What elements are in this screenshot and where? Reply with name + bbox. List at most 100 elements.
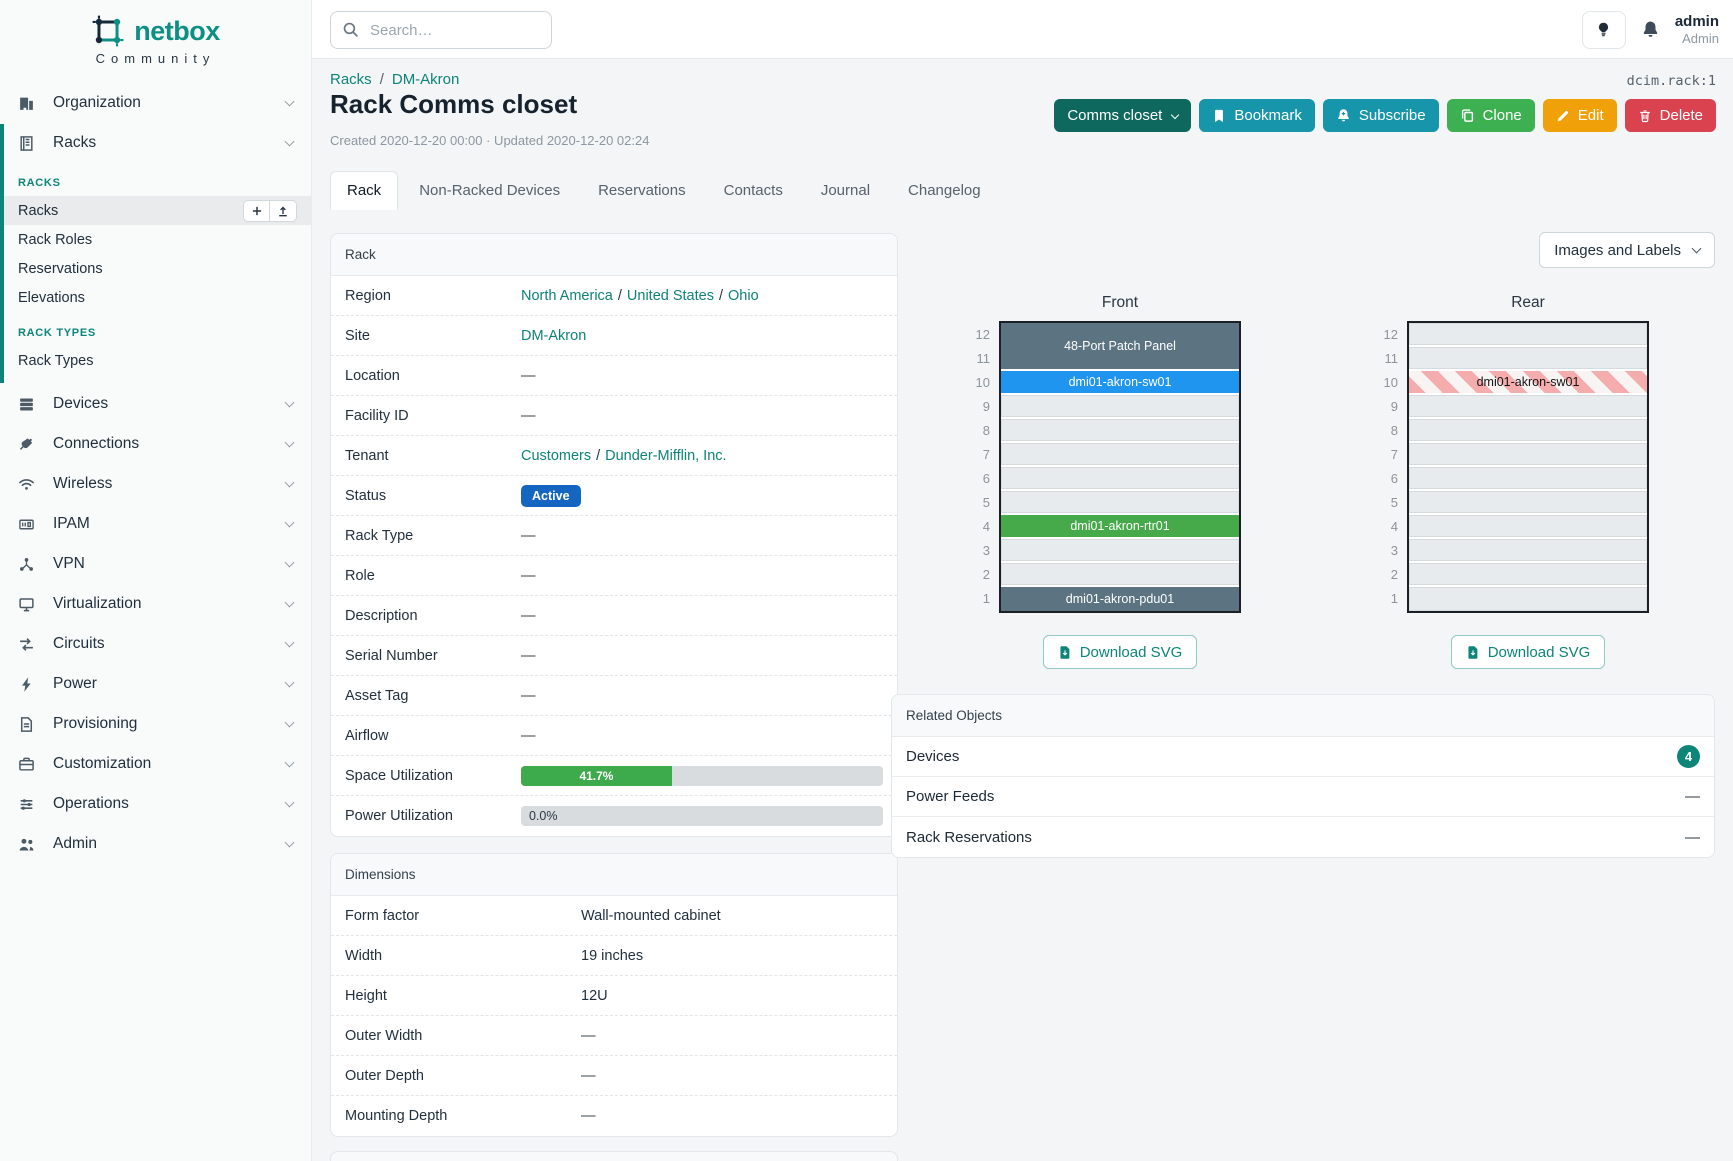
sidebar-subitem-rack-types[interactable]: Rack Types xyxy=(4,346,311,375)
rack-unit-empty[interactable] xyxy=(1409,443,1647,467)
rack-unit-empty[interactable] xyxy=(1001,491,1239,515)
link-customers[interactable]: Customers xyxy=(521,447,592,464)
sidebar-item-admin[interactable]: Admin xyxy=(0,825,311,863)
sidebar-item-operations[interactable]: Operations xyxy=(0,785,311,823)
plus-icon xyxy=(251,205,263,217)
link-united-states[interactable]: United States xyxy=(626,287,714,304)
field-text: — xyxy=(581,1027,596,1044)
notifications-button[interactable] xyxy=(1641,20,1660,39)
user-menu[interactable]: admin Admin xyxy=(1675,13,1719,47)
tab-rack[interactable]: Rack xyxy=(330,171,399,210)
tab-reservations[interactable]: Reservations xyxy=(598,182,686,199)
field-row-form-factor: Form factor Wall-mounted cabinet xyxy=(331,896,897,936)
rack-frame-rear: dmi01-akron-sw01 xyxy=(1407,321,1649,613)
rack-unit-empty[interactable] xyxy=(1001,563,1239,587)
subscribe-button[interactable]: Subscribe xyxy=(1322,99,1439,132)
chevron-down-icon xyxy=(284,637,295,647)
clone-button[interactable]: Clone xyxy=(1446,99,1535,132)
rack-unit-empty[interactable] xyxy=(1409,515,1647,539)
upload-button[interactable] xyxy=(270,199,297,222)
sidebar-subitem-elevations[interactable]: Elevations xyxy=(4,283,311,312)
rack-device-48-port-patch-panel[interactable]: 48-Port Patch Panel xyxy=(1001,323,1239,371)
unit-number: 6 xyxy=(1390,471,1398,486)
rack-unit-empty[interactable] xyxy=(1409,563,1647,587)
rack-unit-empty[interactable] xyxy=(1001,539,1239,563)
brand-logo[interactable]: netbox Community xyxy=(0,0,311,84)
tab-changelog[interactable]: Changelog xyxy=(908,182,981,199)
status-dropdown-button[interactable]: Comms closet xyxy=(1054,99,1192,132)
sidebar-subitem-rack-roles[interactable]: Rack Roles xyxy=(4,225,311,254)
rack-unit-empty[interactable] xyxy=(1409,491,1647,515)
tab-non-racked-devices[interactable]: Non-Racked Devices xyxy=(419,182,561,199)
download-svg-button[interactable]: Download SVG xyxy=(1042,635,1198,669)
rack-unit-empty[interactable] xyxy=(1409,467,1647,491)
sidebar-item-wireless[interactable]: Wireless xyxy=(0,465,311,503)
bookmark-button[interactable]: Bookmark xyxy=(1199,99,1315,132)
sidebar-item-vpn[interactable]: VPN xyxy=(0,545,311,583)
breadcrumb-link-dm-akron[interactable]: DM-Akron xyxy=(391,71,460,88)
rack-unit-empty[interactable] xyxy=(1001,395,1239,419)
link-dunder-mifflin-inc[interactable]: Dunder-Mifflin, Inc. xyxy=(605,447,727,464)
upload-icon xyxy=(277,205,289,217)
download-svg-button[interactable]: Download SVG xyxy=(1450,635,1606,669)
subitem-actions xyxy=(243,199,297,222)
sidebar-subitem-racks[interactable]: Racks xyxy=(4,196,311,225)
trash-icon xyxy=(1638,109,1652,123)
sidebar-item-connections[interactable]: Connections xyxy=(0,425,311,463)
rack-unit-empty[interactable] xyxy=(1409,323,1647,347)
breadcrumb-link-racks[interactable]: Racks xyxy=(330,71,372,88)
bookmark-icon xyxy=(1212,109,1226,123)
tab-contacts[interactable]: Contacts xyxy=(723,182,783,199)
rack-unit-empty[interactable] xyxy=(1409,419,1647,443)
provisioning-icon xyxy=(18,716,40,733)
field-row-width: Width 19 inches xyxy=(331,936,897,976)
sidebar-item-devices[interactable]: Devices xyxy=(0,385,311,423)
sidebar-item-virtualization[interactable]: Virtualization xyxy=(0,585,311,623)
link-ohio[interactable]: Ohio xyxy=(728,287,759,304)
field-value: DM-Akron xyxy=(521,328,883,344)
field-value: — xyxy=(521,648,883,664)
link-north-america[interactable]: North America xyxy=(521,287,613,304)
related-label: Power Feeds xyxy=(906,788,995,805)
view-toggle-dropdown[interactable]: Images and Labels xyxy=(1539,232,1715,268)
rack-unit-empty[interactable] xyxy=(1001,419,1239,443)
rack-device-dmi01-akron-sw01[interactable]: dmi01-akron-sw01 xyxy=(1001,371,1239,395)
search-icon xyxy=(342,21,359,38)
plus-button[interactable] xyxy=(243,199,270,222)
related-row-power-feeds[interactable]: Power Feeds — xyxy=(892,777,1714,817)
delete-button[interactable]: Delete xyxy=(1624,99,1716,132)
sidebar-item-provisioning[interactable]: Provisioning xyxy=(0,705,311,743)
sidebar-item-racks[interactable]: Racks xyxy=(4,124,311,162)
sidebar-item-customization[interactable]: Customization xyxy=(0,745,311,783)
wireless-icon xyxy=(18,476,40,493)
rack-device-dmi01-akron-rtr01[interactable]: dmi01-akron-rtr01 xyxy=(1001,515,1239,539)
rack-device-dmi01-akron-pdu01[interactable]: dmi01-akron-pdu01 xyxy=(1001,587,1239,611)
sidebar-subitem-reservations[interactable]: Reservations xyxy=(4,254,311,283)
sidebar-item-power[interactable]: Power xyxy=(0,665,311,703)
sidebar-item-circuits[interactable]: Circuits xyxy=(0,625,311,663)
rack-unit-empty[interactable] xyxy=(1001,467,1239,491)
sidebar-item-organization[interactable]: Organization xyxy=(0,84,311,122)
related-label: Devices xyxy=(906,748,960,765)
rack-elevation-front: Front 12 11 10 9 8 7 6 5 4 3 2 1 48-Port Patch Panel d… xyxy=(969,294,1241,669)
sidebar-item-ipam[interactable]: IPAM xyxy=(0,505,311,543)
rack-unit-empty[interactable] xyxy=(1001,443,1239,467)
theme-toggle-button[interactable] xyxy=(1581,10,1626,49)
chevron-down-icon xyxy=(284,597,295,607)
rack-device-dmi01-akron-sw01[interactable]: dmi01-akron-sw01 xyxy=(1409,371,1647,395)
search-input[interactable] xyxy=(330,11,552,49)
rack-unit-empty[interactable] xyxy=(1409,347,1647,371)
unit-number: 1 xyxy=(1390,591,1398,606)
sidebar-section-rack-types: RACK TYPES xyxy=(18,327,96,339)
related-row-rack-reservations[interactable]: Rack Reservations — xyxy=(892,817,1714,857)
tab-journal[interactable]: Journal xyxy=(820,182,871,199)
rack-unit-empty[interactable] xyxy=(1409,539,1647,563)
related-row-devices[interactable]: Devices 4 xyxy=(892,737,1714,777)
link-dm-akron[interactable]: DM-Akron xyxy=(521,327,587,344)
related-objects-panel: Related Objects Devices 4 Power Feeds — Rack… xyxy=(891,694,1715,858)
rack-unit-empty[interactable] xyxy=(1409,587,1647,611)
rack-unit-empty[interactable] xyxy=(1409,395,1647,419)
chevron-down-icon xyxy=(284,797,295,807)
edit-button[interactable]: Edit xyxy=(1542,99,1617,132)
sidebar-item-label: Customization xyxy=(53,755,152,772)
